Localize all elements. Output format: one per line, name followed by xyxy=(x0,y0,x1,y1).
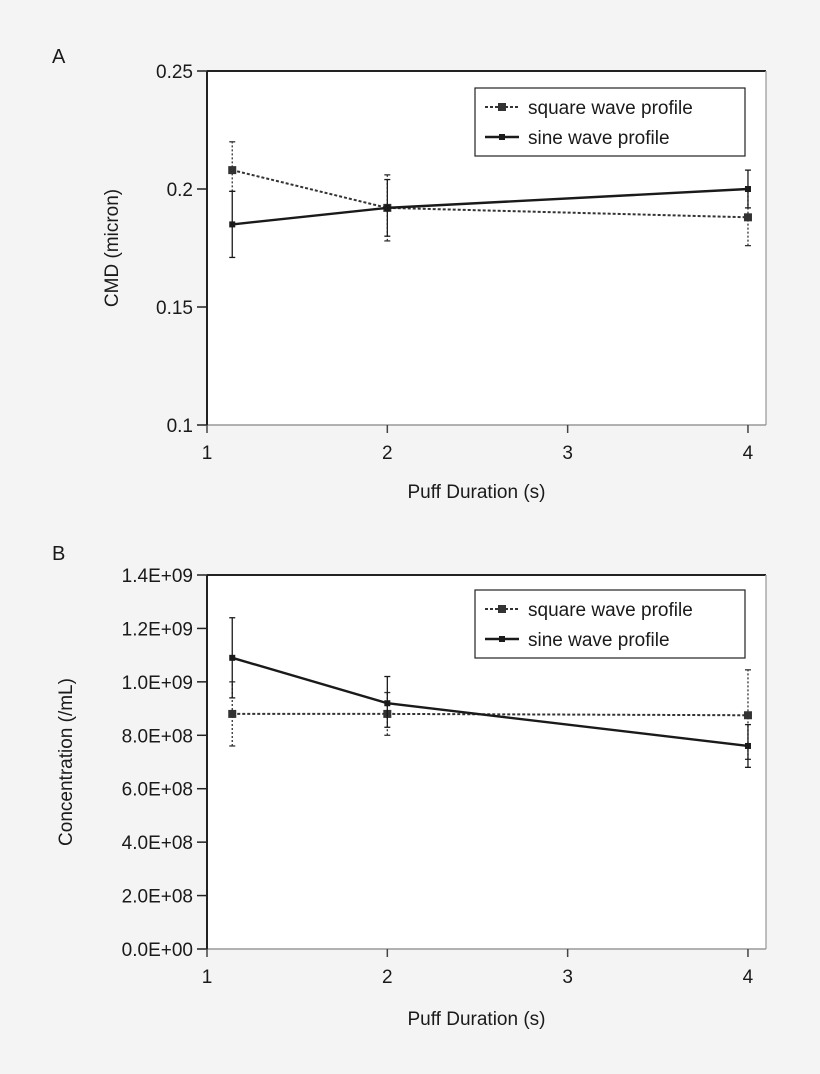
data-point xyxy=(229,221,236,228)
data-point xyxy=(744,186,751,192)
y-tick-label: 1.2E+09 xyxy=(122,619,193,640)
y-tick-label: 1.4E+09 xyxy=(122,566,193,587)
x-tick-label: 4 xyxy=(743,967,754,988)
y-tick-label: 0.15 xyxy=(156,298,193,319)
data-point xyxy=(384,700,391,707)
legend-box xyxy=(474,589,746,659)
y-tick-label: 6.0E+08 xyxy=(122,780,193,801)
x-tick-label: 4 xyxy=(743,443,754,464)
y-tick-label: 1.0E+09 xyxy=(122,673,193,694)
x-axis-label: Puff Duration (s) xyxy=(408,482,546,503)
x-tick-label: 1 xyxy=(202,443,213,464)
y-tick-label: 0.25 xyxy=(156,62,193,83)
y-tick-label: 0.2 xyxy=(167,180,193,201)
legend-label: square wave profile xyxy=(528,600,693,621)
legend-label: square wave profile xyxy=(528,98,693,119)
y-tick-label: 0.0E+00 xyxy=(122,940,193,961)
legend-label: sine wave profile xyxy=(528,128,670,149)
y-axis-label: CMD (micron) xyxy=(102,189,123,307)
x-tick-label: 2 xyxy=(382,443,393,464)
legend-marker xyxy=(499,134,505,140)
chart-panel-b: B 0.0E+00 2.0E+08 4.0E+08 6.0E+08 8.0E+08 1.0E… xyxy=(52,543,767,1030)
legend-marker xyxy=(498,103,506,111)
x-tick-label: 3 xyxy=(562,443,573,464)
legend: square wave profile sine wave profile xyxy=(474,589,746,659)
y-tick-label: 4.0E+08 xyxy=(122,833,193,854)
x-tick-label: 1 xyxy=(202,967,213,988)
data-point xyxy=(228,709,237,718)
x-tick-label: 3 xyxy=(562,967,573,988)
y-tick-label: 0.1 xyxy=(167,416,193,437)
legend-box xyxy=(474,87,746,157)
legend-label: sine wave profile xyxy=(528,630,670,651)
panel-label: A xyxy=(52,46,66,68)
y-tick-label: 2.0E+08 xyxy=(122,887,193,908)
legend: square wave profile sine wave profile xyxy=(474,87,746,157)
panel-label: B xyxy=(52,543,65,565)
y-tick-label: 8.0E+08 xyxy=(122,726,193,747)
data-point xyxy=(743,213,752,222)
data-point xyxy=(743,711,752,720)
data-point xyxy=(384,204,391,211)
data-point xyxy=(744,742,751,749)
series-1 xyxy=(229,617,751,768)
legend-marker xyxy=(498,605,506,613)
y-axis-label: Concentration (/mL) xyxy=(56,678,77,846)
legend-marker xyxy=(499,636,505,642)
data-point xyxy=(228,166,237,175)
series-line xyxy=(232,169,748,219)
x-tick-label: 2 xyxy=(382,967,393,988)
chart-panel-a: A 0.1 0.15 0.2 0.25 1 2 3 4 Puff Duration (s) CMD … xyxy=(52,46,767,503)
x-axis-label: Puff Duration (s) xyxy=(408,1009,546,1030)
data-point xyxy=(229,654,236,661)
series-1 xyxy=(229,169,751,259)
